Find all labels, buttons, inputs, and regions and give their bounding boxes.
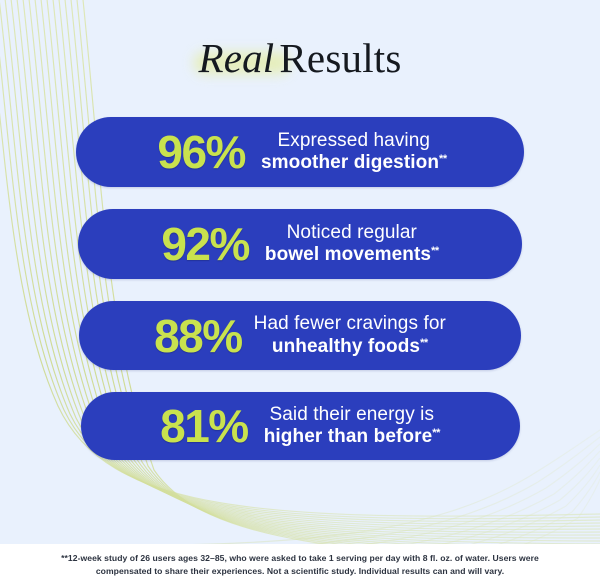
page-title: Real Results — [194, 35, 402, 81]
stat-percent-4: 81% — [160, 400, 249, 452]
stat-text-4: Said their energy is higher than before*… — [263, 403, 441, 448]
stat-line-top-1: Expressed having — [277, 129, 431, 151]
stat-line-bottom-text-3: unhealthy foods — [271, 335, 421, 357]
stat-pill-4: 81% Said their energy is higher than bef… — [80, 392, 520, 460]
stat-percent-1: 96% — [157, 126, 246, 178]
stat-line-bottom-2: bowel movements** — [265, 244, 439, 266]
footer-disclaimer: **12-week study of 26 users ages 32–85, … — [61, 552, 539, 576]
footnote-marker-1: ** — [439, 153, 447, 165]
stats-list: 96% Expressed having smoother digestion*… — [0, 117, 600, 460]
stat-line-bottom-text-4: higher than before — [263, 426, 433, 447]
footnote-marker-4: ** — [432, 427, 440, 439]
stat-percent-3: 88% — [154, 309, 243, 362]
title-word-main: Results — [279, 35, 402, 81]
stat-line-bottom-1: smoother digestion** — [261, 152, 447, 174]
stat-pill-1: 96% Expressed having smoother digestion*… — [76, 117, 524, 187]
stat-pill-2: 92% Noticed regular bowel movements** — [78, 209, 522, 279]
title-block: Real Results — [0, 36, 600, 80]
stat-text-2: Noticed regular bowel movements** — [265, 222, 439, 266]
stat-line-bottom-text-1: smoother digestion — [260, 152, 440, 173]
stat-line-top-2: Noticed regular — [286, 221, 417, 243]
footer-band: **12-week study of 26 users ages 32–85, … — [0, 544, 600, 586]
stat-line-top-3: Had fewer cravings for — [253, 313, 446, 335]
stat-pill-3: 88% Had fewer cravings for unhealthy foo… — [79, 301, 521, 370]
stat-text-3: Had fewer cravings for unhealthy foods** — [254, 313, 446, 357]
stat-text-1: Expressed having smoother digestion** — [261, 130, 447, 174]
stat-line-bottom-3: unhealthy foods** — [254, 336, 446, 358]
stat-percent-2: 92% — [161, 218, 250, 270]
stat-line-bottom-4: higher than before** — [263, 426, 441, 448]
footnote-marker-3: ** — [420, 336, 428, 349]
stat-line-bottom-text-2: bowel movements — [264, 244, 432, 265]
title-word-emphasis: Real — [198, 35, 275, 81]
stat-line-top-4: Said their energy is — [269, 403, 435, 425]
footnote-marker-2: ** — [431, 245, 439, 257]
